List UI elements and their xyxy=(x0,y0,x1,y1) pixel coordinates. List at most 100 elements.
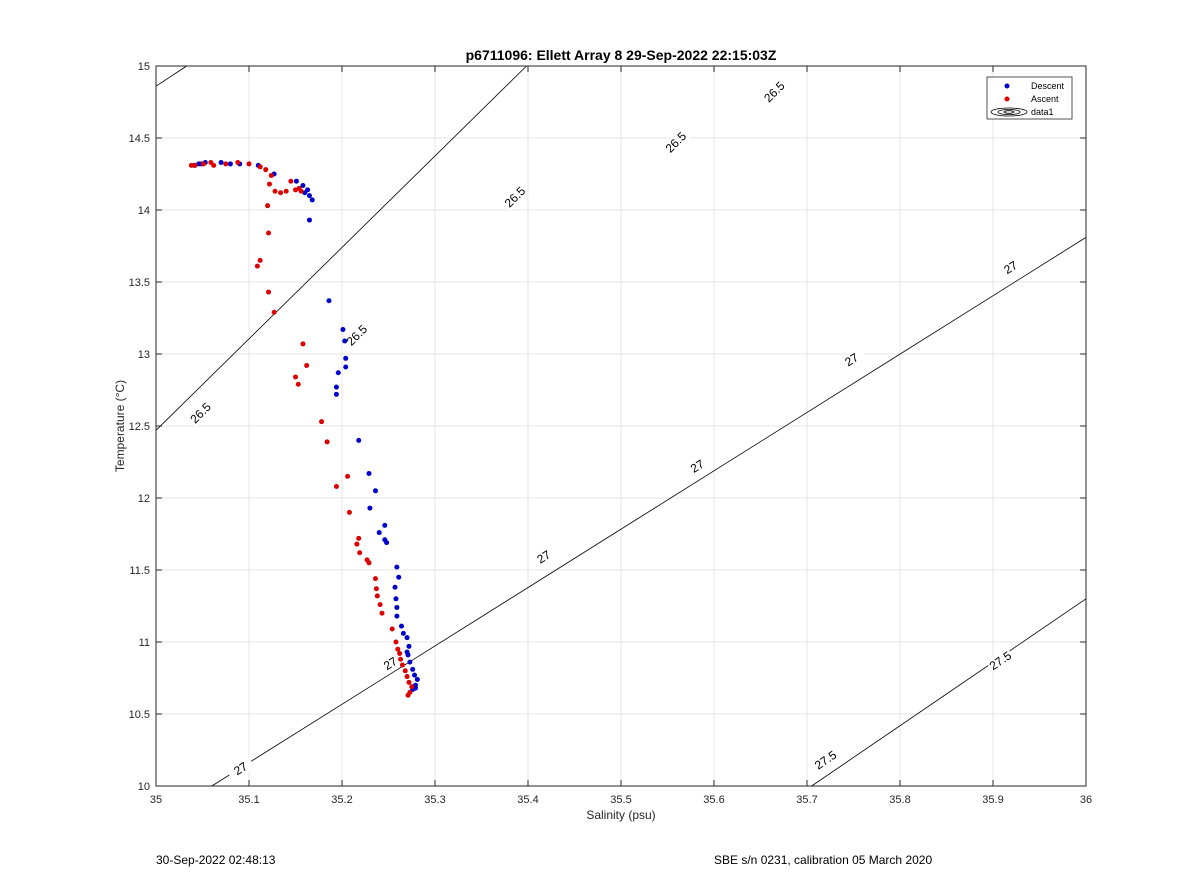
ascent-point xyxy=(254,263,260,269)
ascent-point xyxy=(406,679,412,685)
ascent-point xyxy=(324,439,330,445)
ascent-point xyxy=(374,593,380,599)
x-tick-label: 35.7 xyxy=(796,794,817,806)
x-tick-label: 35 xyxy=(150,794,162,806)
ascent-point xyxy=(395,646,401,652)
descent-point xyxy=(393,596,399,602)
ascent-point xyxy=(246,161,252,167)
ascent-point xyxy=(304,363,310,369)
contour-label-bg xyxy=(760,77,789,107)
ascent-point xyxy=(333,483,339,489)
y-tick-label: 15 xyxy=(138,61,150,73)
ascent-point xyxy=(379,610,385,616)
descent-point xyxy=(305,187,311,193)
ascent-point xyxy=(263,167,269,173)
descent-point xyxy=(399,623,405,629)
legend-box xyxy=(986,76,1073,120)
ascent-point xyxy=(235,159,241,165)
contour-label-bg xyxy=(186,398,215,428)
ascent-point xyxy=(357,550,363,556)
ascent-point xyxy=(398,656,404,662)
x-tick-label: 35.1 xyxy=(238,794,259,806)
contour-label-bg xyxy=(995,254,1026,281)
series-ascent xyxy=(188,159,415,698)
ascent-point xyxy=(293,374,298,380)
contour-label-bg xyxy=(375,650,406,677)
ascent-point xyxy=(373,586,379,592)
x-tick-label: 35.2 xyxy=(331,794,352,806)
ascent-point xyxy=(402,668,408,674)
ascent-point xyxy=(265,203,271,209)
ascent-point xyxy=(405,692,411,698)
contour-label-bg xyxy=(661,128,691,157)
ascent-point xyxy=(266,289,272,295)
descent-point xyxy=(392,584,398,590)
descent-point xyxy=(227,161,233,167)
descent-point xyxy=(306,193,312,199)
descent-point xyxy=(376,530,382,536)
contour-line-26-5 xyxy=(155,65,527,431)
ascent-point xyxy=(271,309,277,315)
descent-point xyxy=(293,178,299,184)
y-tick-label: 10 xyxy=(138,781,150,793)
ascent-point xyxy=(266,230,272,236)
legend-marker-descent xyxy=(1004,83,1010,89)
descent-point xyxy=(414,676,420,682)
x-ticks: 35 35.1 35.2 35.3 35.4 35.5 35.6 35.7 35.8 35.9 36 xyxy=(150,66,1092,806)
descent-point xyxy=(366,471,372,477)
ascent-point xyxy=(272,188,278,194)
descent-point xyxy=(372,488,378,494)
ascent-point xyxy=(211,162,217,168)
descent-point xyxy=(394,613,400,619)
ascent-point xyxy=(366,560,372,566)
descent-point xyxy=(384,540,390,546)
y-tick-label: 12.5 xyxy=(129,421,150,433)
ascent-point xyxy=(409,684,415,690)
y-tick-label: 12 xyxy=(138,493,150,505)
ascent-point xyxy=(295,381,301,387)
ascent-point xyxy=(356,535,362,541)
descent-point xyxy=(405,652,411,658)
y-tick-label: 14 xyxy=(138,205,150,217)
descent-point xyxy=(343,364,349,370)
contour-label-bg xyxy=(682,453,712,480)
legend-label-descent: Descent xyxy=(1031,81,1065,91)
ascent-point xyxy=(397,651,403,657)
descent-point xyxy=(306,217,312,223)
contour-label-bg xyxy=(342,321,372,350)
ascent-point xyxy=(266,181,272,187)
ascent-point xyxy=(404,674,410,680)
ascent-point xyxy=(346,509,352,515)
ascent-point xyxy=(300,341,306,347)
ascent-point xyxy=(278,190,284,196)
y-tick-label: 11.5 xyxy=(129,565,150,577)
y-tick-label: 10.5 xyxy=(129,709,150,721)
x-tick-label: 35.8 xyxy=(889,794,910,806)
descent-point xyxy=(333,391,339,397)
legend: Descent Ascent data1 xyxy=(986,76,1073,120)
descent-point xyxy=(382,522,388,528)
ascent-point xyxy=(268,172,274,178)
footer-timestamp: 30-Sep-2022 02:48:13 xyxy=(156,853,276,867)
chart-title: p6711096: Ellett Array 8 29-Sep-2022 22:… xyxy=(466,47,777,63)
contour-label-bg xyxy=(985,647,1016,674)
descent-point xyxy=(356,437,362,443)
data-points xyxy=(188,159,420,698)
ascent-point xyxy=(354,541,360,547)
y-tick-label: 11 xyxy=(139,637,150,649)
descent-point xyxy=(343,355,349,361)
ascent-point xyxy=(389,626,395,632)
y-axis-label: Temperature (°C) xyxy=(113,380,127,472)
descent-point xyxy=(400,630,406,636)
legend-marker-ascent xyxy=(1004,96,1010,102)
y-ticks: 10 10.5 11 11.5 12 12.5 13 13.5 14 14.5 15 xyxy=(129,61,1086,793)
descent-point xyxy=(394,564,400,570)
contour-line-27-5 xyxy=(811,598,1087,787)
ascent-point xyxy=(377,602,383,608)
legend-label-ascent: Ascent xyxy=(1031,94,1059,104)
grid xyxy=(156,66,1086,786)
descent-point xyxy=(342,338,348,344)
ascent-point xyxy=(319,419,325,425)
descent-point xyxy=(309,197,315,203)
descent-point xyxy=(406,643,412,649)
